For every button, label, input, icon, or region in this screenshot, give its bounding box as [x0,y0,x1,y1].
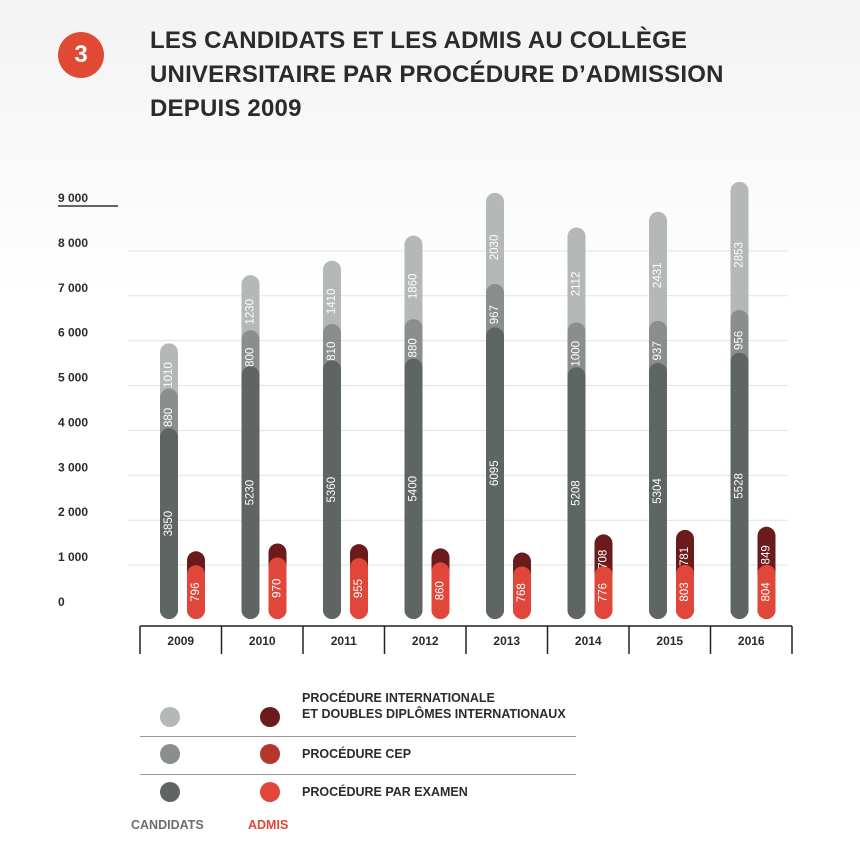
bar-admis-examen-front [431,562,450,619]
bar-admis-examen-label: 804 [761,582,773,602]
x-tick-label: 2015 [656,634,683,648]
legend-label-examen: PROCÉDURE PAR EXAMEN [302,785,468,799]
y-tick-label: 1 000 [58,550,88,564]
y-tick-label: 0 [58,595,65,609]
legend-dot-candidats-internationale [160,707,180,727]
bar-candidats-cep-label: 880 [408,338,420,357]
y-tick-label: 8 000 [58,236,88,250]
stacked-bar-chart: 9 000 8 000 7 000 6 000 5 000 4 000 3 000 2 000… [58,181,793,654]
bar-admis-examen-label-front: 768 [516,583,528,602]
legend-dot-admis-internationale [260,707,280,727]
x-tick-label: 2014 [575,634,602,648]
bar-candidats-examen [567,367,586,619]
bar-candidats-examen [649,362,667,619]
y-tick-label: 3 000 [58,460,88,474]
bar-candidats-internationale-label: 1230 [245,299,257,325]
bar-admis-examen-front [268,557,287,619]
y-tick-label: 4 000 [58,415,88,429]
bar-candidats-examen-label: 5360 [326,477,338,503]
chart-title: LES CANDIDATS ET LES ADMIS AU COLLÈGE UN… [150,24,830,126]
bar-candidats-internationale-label: 1860 [408,274,420,300]
bar-candidats-examen-label: 5528 [734,473,746,499]
bar-admis-examen-label: 803 [679,582,691,601]
bar-candidats-examen [323,360,341,619]
title-line-2: UNIVERSITAIRE PAR PROCÉDURE D’ADMISSION [150,61,724,88]
x-tick-label: 2016 [738,634,765,648]
legend-dot-candidats-examen [160,782,180,802]
y-tick-label: 7 000 [58,281,88,295]
y-tick-label: 6 000 [58,326,88,340]
bar-admis-examen-label: 776 [598,583,610,602]
bar-admis-examen-label-front: 970 [272,579,284,598]
bar-admis-examen-label-front: 955 [353,579,365,598]
bar-candidats-cep-label: 800 [245,348,257,367]
bar-admis-internationale-label: 849 [761,545,773,564]
title-line-1: LES CANDIDATS ET LES ADMIS AU COLLÈGE [150,27,688,54]
x-tick-label: 2011 [331,634,357,648]
legend-label-internationale-line-1: PROCÉDURE INTERNATIONALE [302,691,495,705]
title-line-3: DEPUIS 2009 [150,95,302,122]
y-tick-label: 2 000 [58,505,88,519]
bar-candidats-cep-label: 937 [652,341,664,360]
bar-candidats-cep-label: 880 [163,408,175,427]
bar-candidats-examen [160,428,178,619]
x-tick-label: 2012 [412,634,439,648]
chart-number-badge: 3 [58,32,104,78]
legend-divider-2 [140,774,576,775]
bar-candidats-examen-label: 5208 [571,480,583,506]
legend-dot-admis-cep [260,744,280,764]
bar-candidats-internationale-label: 2112 [571,272,583,297]
bar-candidats-examen-label: 3850 [163,511,175,537]
bar-candidats-examen [730,352,749,619]
bar-candidats-cep-label: 1000 [571,341,583,367]
bar-admis-examen [676,564,694,619]
y-tick-label: 9 000 [58,191,88,205]
legend-label-internationale-line-2: ET DOUBLES DIPLÔMES INTERNATIONAUX [302,707,566,721]
x-tick-label: 2013 [493,634,520,648]
bar-admis-examen-label-front: 796 [190,583,202,602]
bar-admis-examen-front [187,565,205,619]
bar-admis-examen [757,564,776,619]
legend-header-admis: ADMIS [248,818,289,832]
x-tick-label: 2009 [167,634,194,648]
bar-candidats-internationale-label: 1410 [326,289,338,315]
x-tick-label: 2010 [249,634,276,648]
bar-candidats-internationale-label: 2431 [652,262,664,288]
bar-candidats-examen-label: 5304 [652,478,664,504]
bar-admis-examen [594,566,613,619]
bar-candidats-examen [241,366,260,619]
bar-candidats-cep-label: 967 [489,305,501,324]
legend-label-internationale: PROCÉDURE INTERNATIONALE ET DOUBLES DIPL… [302,690,566,722]
legend-divider-1 [140,736,576,737]
legend-header-candidats: CANDIDATS [131,818,204,832]
bar-candidats-internationale-label: 1010 [163,362,175,388]
legend-label-cep: PROCÉDURE CEP [302,747,412,761]
bar-candidats-internationale-label: 2030 [489,235,501,261]
bar-admis-internationale-label: 708 [598,550,610,569]
bar-candidats-internationale-label: 2853 [734,242,746,268]
bar-candidats-examen [404,358,423,619]
legend-dot-candidats-cep [160,744,180,764]
bar-candidats-cep-label: 810 [326,342,338,361]
bar-candidats-cep-label: 956 [734,331,746,350]
bar-admis-examen-label-front: 860 [435,581,447,600]
bar-candidats-examen-label: 5230 [245,480,257,506]
bar-candidats-examen-label: 6095 [489,460,501,486]
bar-admis-examen-front [513,566,531,619]
bar-admis-internationale-label: 781 [679,547,691,566]
bar-candidats-examen [486,327,504,619]
bar-admis-examen-front [350,558,368,619]
legend-dot-admis-examen [260,782,280,802]
bar-candidats-examen-label: 5400 [408,476,420,502]
y-tick-label: 5 000 [58,371,88,385]
